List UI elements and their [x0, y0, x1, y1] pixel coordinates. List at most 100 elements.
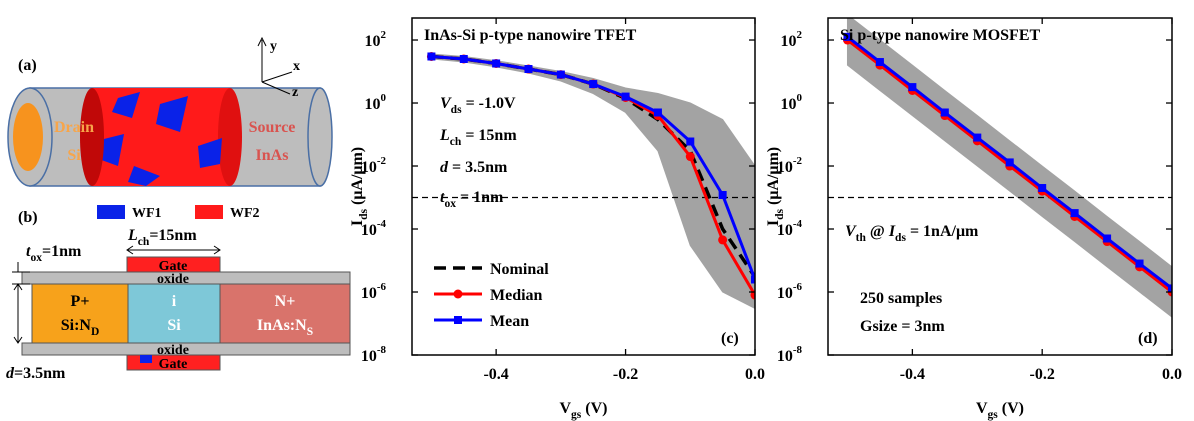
marker — [843, 32, 852, 41]
text-part: (V) — [581, 400, 607, 417]
tick-base: 10 — [361, 348, 377, 365]
gate-label: Gate — [159, 259, 188, 274]
text-part: (μA/μm) — [765, 147, 782, 209]
marker — [751, 275, 755, 284]
cross-section — [12, 245, 351, 371]
text-part: I — [888, 223, 896, 240]
y-axis-label: Ids (μA/μm) — [349, 147, 370, 226]
legend-label: Nominal — [490, 261, 549, 278]
y-tick-label: 10-4 — [777, 218, 803, 239]
text-part: gs — [571, 409, 582, 421]
marker — [621, 92, 630, 101]
text-part: = 1nA/μm — [906, 223, 979, 240]
text-part: ch — [450, 136, 462, 148]
marker — [685, 152, 695, 162]
tick-exponent: -6 — [377, 281, 387, 293]
tick-base: 10 — [777, 159, 793, 176]
y-tick-label: 102 — [365, 29, 387, 50]
axis-letter: x — [293, 59, 300, 74]
x-tick-label: -0.2 — [613, 366, 638, 383]
text-part: S — [307, 326, 313, 338]
y-tick-label: 10-6 — [777, 281, 803, 302]
text-part: t — [26, 243, 31, 260]
text-part: (μA/μm) — [349, 147, 366, 209]
marker — [556, 70, 565, 79]
text-part: @ — [866, 223, 889, 240]
marker — [718, 235, 728, 245]
series-line — [431, 54, 755, 278]
tick-exponent: -2 — [377, 155, 387, 167]
text-part: L — [439, 127, 450, 144]
marker — [908, 83, 917, 92]
text-part: I — [765, 220, 782, 226]
legend-label: WF1 — [132, 206, 162, 221]
oxide-label: oxide — [157, 343, 189, 358]
marker — [1103, 234, 1112, 243]
region-label: Si — [167, 317, 181, 334]
legend-label: WF2 — [230, 206, 260, 221]
text-part: ox — [30, 252, 42, 264]
text-part: ox — [444, 198, 456, 210]
region-label: InAs:NS — [257, 317, 313, 338]
text-part: Si:N — [61, 317, 92, 334]
drain-label: Si — [67, 147, 81, 164]
legend-label: Median — [490, 287, 543, 304]
text-part: =3.5nm — [14, 365, 66, 382]
y-tick-label: 100 — [781, 92, 803, 113]
text-part: ds — [895, 232, 906, 244]
annotation: Lch = 15nm — [439, 127, 517, 148]
text-part: =1nm — [42, 243, 82, 260]
tick-exponent: -2 — [793, 155, 803, 167]
tick-exponent: 0 — [381, 92, 387, 104]
marker — [492, 59, 501, 68]
tick-base: 10 — [777, 348, 793, 365]
text-part: = -1.0V — [462, 95, 516, 112]
marker — [1168, 284, 1172, 293]
text-part: V — [440, 95, 452, 112]
marker — [427, 52, 436, 61]
tick-base: 10 — [361, 222, 377, 239]
source-label: InAs — [256, 147, 289, 164]
y-tick-label: 10-6 — [361, 281, 387, 302]
marker — [1038, 184, 1047, 193]
panel-label: (b) — [18, 209, 38, 226]
x-tick-label: -0.2 — [1030, 366, 1055, 383]
y-axis-label: Ids (μA/μm) — [765, 147, 786, 226]
tick-exponent: 2 — [797, 29, 803, 41]
annotation: Gsize = 3nm — [860, 318, 945, 335]
tick-base: 10 — [365, 33, 381, 50]
y-tick-label: 10-2 — [361, 155, 387, 176]
chart-title: InAs-Si p-type nanowire TFET — [424, 27, 637, 44]
chart-title: Si p-type nanowire MOSFET — [840, 27, 1041, 44]
legend-label: Mean — [490, 313, 529, 330]
text-part: V — [559, 400, 571, 417]
text-part: ch — [138, 236, 150, 248]
tick-exponent: -4 — [377, 218, 387, 230]
tick-exponent: -8 — [377, 344, 387, 356]
tick-exponent: -4 — [793, 218, 803, 230]
gate-label: Gate — [159, 357, 188, 372]
text-part: ds — [774, 208, 786, 219]
legend-marker — [454, 316, 462, 324]
marker — [1005, 158, 1014, 167]
tick-exponent: 0 — [797, 92, 803, 104]
tick-exponent: 2 — [381, 29, 387, 41]
d-label: d=3.5nm — [6, 365, 66, 382]
marker — [718, 191, 727, 200]
tick-base: 10 — [777, 222, 793, 239]
drain-label: Drain — [54, 119, 94, 136]
legend-marker — [453, 289, 463, 299]
text-part: ds — [451, 104, 462, 116]
region-label: N+ — [275, 293, 296, 310]
y-tick-label: 10-2 — [777, 155, 803, 176]
marker — [875, 58, 884, 67]
plot-frame — [827, 17, 1173, 356]
text-part: 250 samples — [860, 290, 942, 307]
nanowire-sketch — [7, 36, 333, 219]
marker — [750, 290, 755, 300]
annotation: d = 3.5nm — [440, 159, 508, 176]
x-axis-label: Vgs (V) — [976, 400, 1024, 421]
text-part: I — [349, 220, 366, 226]
tick-base: 10 — [365, 96, 381, 113]
tick-base: 10 — [781, 96, 797, 113]
